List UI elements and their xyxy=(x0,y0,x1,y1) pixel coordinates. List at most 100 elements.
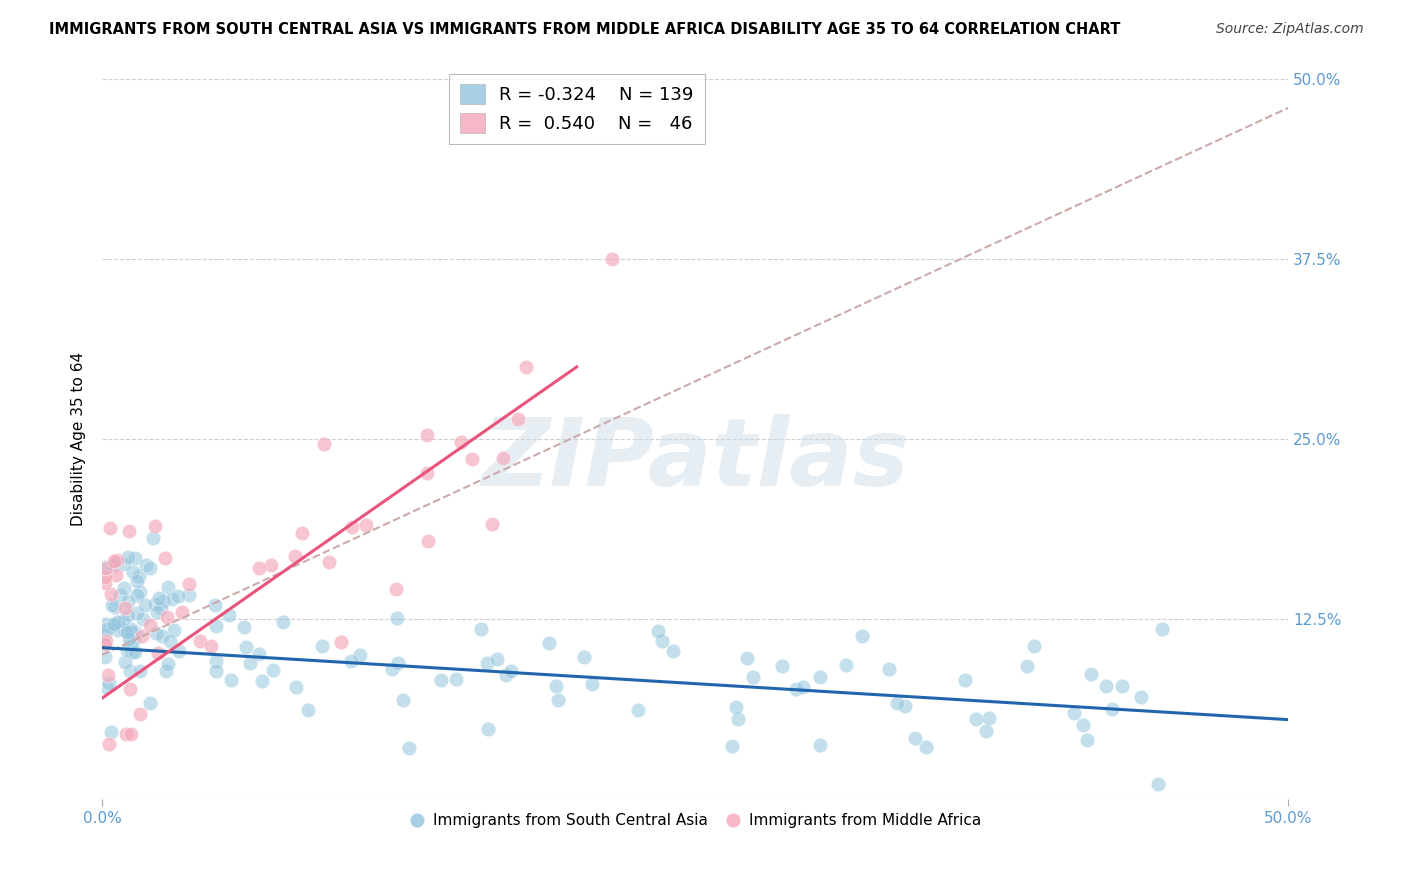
Text: IMMIGRANTS FROM SOUTH CENTRAL ASIA VS IMMIGRANTS FROM MIDDLE AFRICA DISABILITY A: IMMIGRANTS FROM SOUTH CENTRAL ASIA VS IM… xyxy=(49,22,1121,37)
Point xyxy=(349,648,371,662)
Point xyxy=(721,739,744,753)
Point xyxy=(157,657,180,672)
Point xyxy=(600,252,623,266)
Point xyxy=(129,664,152,678)
Point xyxy=(156,609,179,624)
Point xyxy=(387,610,409,624)
Point xyxy=(724,700,747,714)
Point xyxy=(492,450,515,465)
Point xyxy=(93,560,115,574)
Point xyxy=(662,643,685,657)
Point xyxy=(117,632,139,647)
Point xyxy=(391,693,413,707)
Point xyxy=(93,570,115,584)
Point xyxy=(651,633,673,648)
Point xyxy=(96,561,118,575)
Point xyxy=(508,412,530,426)
Point xyxy=(284,680,307,694)
Point xyxy=(94,634,117,648)
Point xyxy=(239,657,262,671)
Point xyxy=(103,558,125,572)
Point xyxy=(297,702,319,716)
Point xyxy=(152,594,174,608)
Point xyxy=(103,554,125,568)
Point xyxy=(143,597,166,611)
Point xyxy=(145,625,167,640)
Point xyxy=(94,649,117,664)
Point xyxy=(145,518,167,533)
Point xyxy=(1015,659,1038,673)
Point xyxy=(105,615,128,630)
Point xyxy=(97,668,120,682)
Point xyxy=(416,467,439,481)
Point xyxy=(735,651,758,665)
Point xyxy=(121,645,143,659)
Point xyxy=(572,649,595,664)
Point xyxy=(499,664,522,678)
Point xyxy=(94,616,117,631)
Point xyxy=(218,607,240,622)
Point xyxy=(134,598,156,612)
Point xyxy=(416,533,439,548)
Point xyxy=(120,624,142,639)
Point xyxy=(544,679,567,693)
Point xyxy=(135,558,157,572)
Point xyxy=(170,606,193,620)
Point xyxy=(117,607,139,622)
Point xyxy=(205,665,228,679)
Point xyxy=(105,552,128,566)
Point xyxy=(115,625,138,640)
Point xyxy=(330,634,353,648)
Point xyxy=(835,658,858,673)
Point xyxy=(93,628,115,642)
Point xyxy=(100,598,122,612)
Point xyxy=(515,359,537,374)
Point xyxy=(159,633,181,648)
Point xyxy=(291,526,314,541)
Point xyxy=(98,676,121,690)
Point xyxy=(98,520,121,534)
Point xyxy=(1022,640,1045,654)
Point xyxy=(104,567,127,582)
Point xyxy=(167,589,190,603)
Point xyxy=(118,524,141,539)
Point xyxy=(886,696,908,710)
Point xyxy=(117,549,139,564)
Point xyxy=(114,655,136,669)
Point xyxy=(131,629,153,643)
Point xyxy=(108,587,131,601)
Point xyxy=(93,637,115,651)
Point xyxy=(100,587,122,601)
Point xyxy=(727,712,749,726)
Point xyxy=(124,625,146,640)
Point xyxy=(398,741,420,756)
Point xyxy=(139,617,162,632)
Point xyxy=(104,599,127,614)
Point xyxy=(128,569,150,583)
Point xyxy=(114,601,136,615)
Point xyxy=(163,623,186,637)
Point xyxy=(205,654,228,668)
Point xyxy=(1146,777,1168,791)
Point xyxy=(311,639,333,653)
Point xyxy=(157,580,180,594)
Point xyxy=(112,623,135,637)
Point xyxy=(340,520,363,534)
Point xyxy=(219,673,242,687)
Point xyxy=(1071,718,1094,732)
Point xyxy=(103,617,125,632)
Point xyxy=(647,624,669,639)
Point xyxy=(262,663,284,677)
Point xyxy=(1101,702,1123,716)
Point xyxy=(235,640,257,654)
Point xyxy=(120,636,142,650)
Point xyxy=(247,647,270,661)
Point xyxy=(247,561,270,575)
Point xyxy=(120,727,142,741)
Point xyxy=(965,712,987,726)
Point xyxy=(477,722,499,736)
Text: ZIPatlas: ZIPatlas xyxy=(481,415,910,507)
Point xyxy=(129,706,152,721)
Point xyxy=(477,656,499,670)
Point xyxy=(450,435,472,450)
